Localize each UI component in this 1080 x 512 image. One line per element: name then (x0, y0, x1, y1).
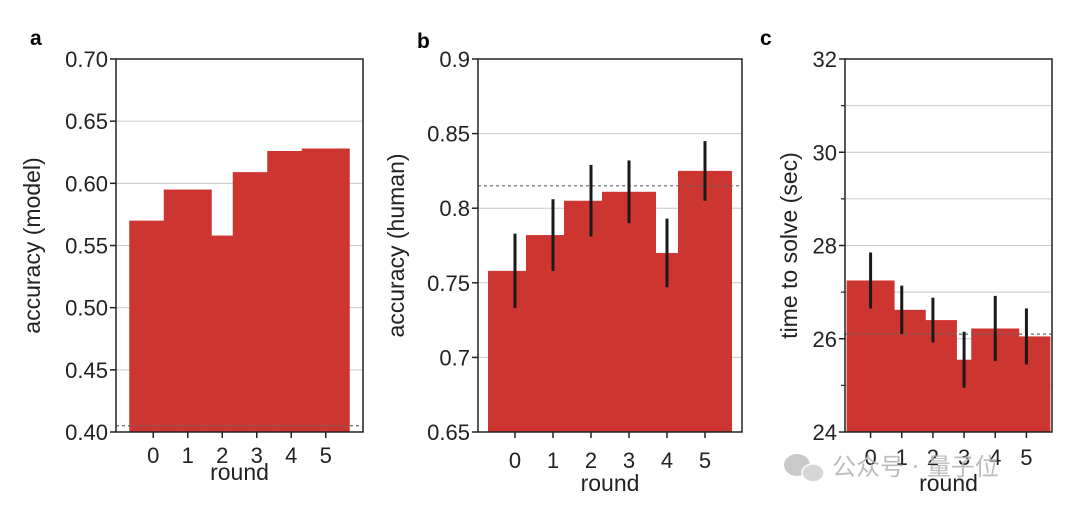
panel-letter: b (417, 30, 430, 53)
y-axis-label: accuracy (human) (383, 153, 409, 337)
x-tick-label: 0 (864, 445, 876, 470)
panel-a: 0.40 0.45 0.50 0.55 0.60 0.65 0.70 0 1 2 3 4 5 round a… (19, 27, 364, 485)
watermark: 公众号 · 量子位 (784, 453, 999, 483)
x-tick-label: 3 (251, 443, 263, 468)
panel-letter: c (760, 27, 772, 50)
x-tick-label: 5 (699, 448, 711, 473)
x-tick-label: 3 (623, 448, 635, 473)
x-tick-label: 0 (509, 448, 521, 473)
x-tick-label: 1 (896, 445, 908, 470)
y-tick-label: 32 (813, 47, 837, 72)
y-tick-label: 30 (813, 140, 837, 165)
y-tick-label: 0.7 (439, 345, 470, 370)
x-tick-label: 4 (989, 445, 1001, 470)
panel-letter: a (30, 27, 42, 50)
axes-frame (477, 58, 743, 433)
x-tick-label: 5 (1020, 445, 1032, 470)
x-tick-label: 0 (147, 443, 159, 468)
x-tick-label: 2 (927, 445, 939, 470)
y-tick-label: 0.65 (65, 109, 108, 134)
x-tick-label: 1 (547, 448, 559, 473)
y-tick-label: 0.60 (65, 171, 108, 196)
y-tick-label: 0.9 (439, 47, 470, 72)
x-tick-label: 5 (320, 443, 332, 468)
y-tick-label: 0.8 (439, 196, 470, 221)
y-tick-label: 28 (813, 234, 837, 259)
panel-b: 0.65 0.7 0.75 0.8 0.85 0.9 0 1 2 3 4 5 round accuracy… (383, 30, 743, 496)
x-tick-label: 1 (182, 443, 194, 468)
bar-round-5 (301, 148, 350, 432)
y-tick-label: 0.65 (427, 420, 470, 445)
x-tick-label: 2 (216, 443, 228, 468)
x-tick-label: 3 (958, 445, 970, 470)
x-tick-label: 4 (661, 448, 673, 473)
y-tick-label: 0.45 (65, 358, 108, 383)
panel-c: 24 26 28 30 32 0 1 2 3 4 5 round time to solve (sec)… (760, 27, 1053, 496)
y-tick-label: 0.40 (65, 420, 108, 445)
x-tick-label: 2 (585, 448, 597, 473)
x-axis-label: round (919, 470, 978, 496)
y-tick-label: 0.75 (427, 271, 470, 296)
y-tick-label: 0.85 (427, 122, 470, 147)
x-axis-label: round (581, 470, 640, 496)
y-tick-label: 26 (813, 327, 837, 352)
y-tick-label: 24 (813, 420, 837, 445)
y-tick-label: 0.50 (65, 296, 108, 321)
watermark-text: 公众号 · 量子位 (832, 453, 999, 481)
wechat-icon-bubble (801, 463, 825, 483)
y-tick-label: 0.55 (65, 234, 108, 259)
y-axis-label: time to solve (sec) (776, 152, 802, 339)
y-axis-label: accuracy (model) (19, 157, 45, 333)
x-tick-label: 4 (285, 443, 297, 468)
y-tick-label: 0.70 (65, 47, 108, 72)
x-axis-label: round (210, 459, 269, 485)
bar-round-5 (678, 170, 732, 432)
